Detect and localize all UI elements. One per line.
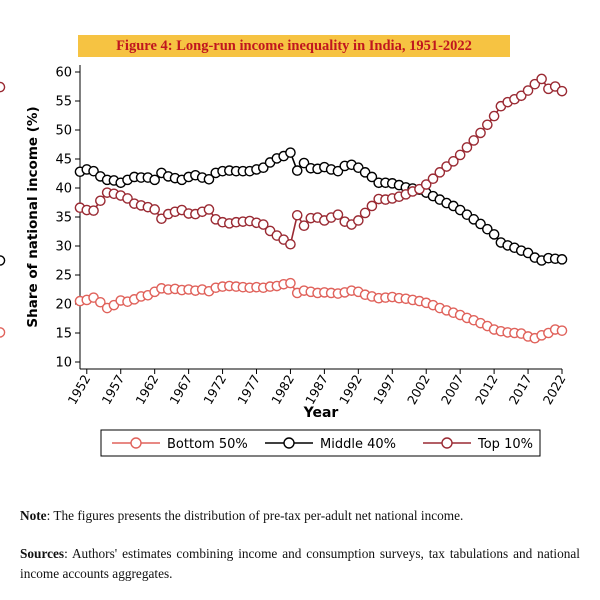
data-point-top10 (353, 215, 364, 226)
data-point-top10 (291, 209, 303, 221)
y-tick-label: 15 (55, 327, 72, 342)
data-point-top10 (88, 205, 99, 216)
y-tick-label: 55 (55, 95, 72, 110)
data-point-top10 (434, 167, 446, 178)
figure-title: Figure 4: Long-run income inequality in … (78, 35, 510, 57)
x-tick-label: 1997 (370, 372, 399, 407)
data-point-middle40 (556, 254, 568, 265)
data-point-top10 (488, 110, 500, 122)
data-point-top10 (332, 209, 344, 220)
legend-marker-top10 (441, 437, 453, 449)
data-point-middle40 (366, 171, 378, 183)
data-point-top10 (529, 78, 541, 90)
data-point-top10 (536, 73, 547, 85)
data-point-top10 (515, 90, 527, 102)
sources-text: : Authors' estimates combining income an… (20, 546, 580, 581)
y-tick-label: 25 (55, 269, 72, 284)
y-tick-label: 30 (55, 240, 72, 255)
y-tick-label: 10 (55, 356, 72, 371)
data-point-top10 (420, 179, 432, 190)
data-point-middle40 (0, 255, 6, 266)
data-point-middle40 (475, 218, 486, 230)
data-point-top10 (475, 127, 486, 139)
data-point-top10 (95, 195, 106, 207)
note-label: Note (20, 508, 47, 523)
data-point-middle40 (332, 165, 344, 177)
data-point-top10 (454, 149, 466, 161)
series-middle40 (0, 147, 568, 266)
data-point-middle40 (149, 174, 160, 186)
legend-label-bottom50: Bottom 50% (167, 437, 248, 452)
data-point-top10 (298, 220, 310, 231)
x-tick-label: 2017 (506, 372, 535, 407)
x-tick-label: 2022 (540, 372, 569, 407)
data-point-top10 (359, 207, 371, 219)
data-point-top10 (522, 85, 534, 96)
legend: Bottom 50% Middle 40% Top 10% (100, 429, 541, 457)
data-point-bottom50 (556, 325, 568, 336)
x-tick-label: 1977 (234, 372, 263, 407)
y-tick-label: 50 (55, 124, 72, 139)
legend-label-middle40: Middle 40% (320, 437, 396, 452)
data-point-top10 (556, 85, 568, 97)
data-point-bottom50 (285, 277, 296, 289)
y-tick-label: 35 (55, 211, 72, 226)
sources-label: Sources (20, 546, 65, 561)
data-point-middle40 (298, 157, 310, 169)
data-point-top10 (122, 193, 133, 204)
y-tick-label: 60 (55, 66, 72, 81)
x-tick-label: 1982 (268, 372, 297, 407)
data-point-middle40 (88, 165, 99, 177)
x-tick-label: 1992 (336, 372, 365, 407)
x-tick-label: 2007 (438, 372, 467, 407)
data-point-middle40 (488, 229, 500, 240)
data-point-middle40 (285, 147, 296, 158)
data-point-top10 (441, 161, 452, 172)
x-tick-label: 1972 (200, 372, 229, 407)
data-point-top10 (468, 135, 480, 146)
data-point-bottom50 (95, 296, 106, 308)
data-point-top10 (285, 238, 296, 250)
note-text: : The figures presents the distribution … (46, 508, 464, 523)
y-tick-label: 45 (55, 153, 72, 168)
x-tick-label: 2002 (404, 372, 433, 407)
data-point-top10 (0, 81, 6, 93)
data-point-top10 (366, 200, 378, 212)
data-point-top10 (482, 119, 493, 131)
x-tick-label: 1952 (64, 372, 93, 407)
data-point-top10 (448, 156, 459, 167)
series-bottom50 (0, 277, 568, 344)
legend-label-top10: Top 10% (477, 437, 533, 452)
data-point-top10 (257, 219, 269, 230)
data-point-top10 (427, 173, 439, 185)
figure-note: Note: The figures presents the distribut… (20, 506, 580, 526)
figure-sources: Sources: Authors' estimates combining in… (20, 544, 580, 584)
x-tick-label: 1957 (98, 372, 127, 407)
data-point-middle40 (482, 223, 493, 235)
series-top10 (0, 73, 568, 250)
data-point-top10 (149, 204, 160, 215)
y-axis-title: Share of national income (%) (25, 106, 41, 327)
x-tick-label: 1967 (166, 372, 195, 407)
data-point-bottom50 (0, 327, 6, 338)
data-point-middle40 (257, 162, 269, 173)
x-axis-title: Year (303, 405, 339, 421)
series-layer (0, 73, 568, 344)
legend-marker-bottom50 (130, 437, 142, 449)
data-point-top10 (461, 142, 473, 153)
data-point-middle40 (203, 173, 215, 185)
data-point-top10 (203, 204, 215, 215)
x-tick-label: 1962 (132, 372, 161, 407)
data-point-middle40 (291, 165, 303, 176)
y-tick-label: 40 (55, 182, 72, 197)
x-tick-label: 1987 (302, 372, 331, 407)
legend-marker-middle40 (283, 437, 295, 449)
y-tick-label: 20 (55, 298, 72, 313)
x-tick-label: 2012 (472, 372, 501, 407)
